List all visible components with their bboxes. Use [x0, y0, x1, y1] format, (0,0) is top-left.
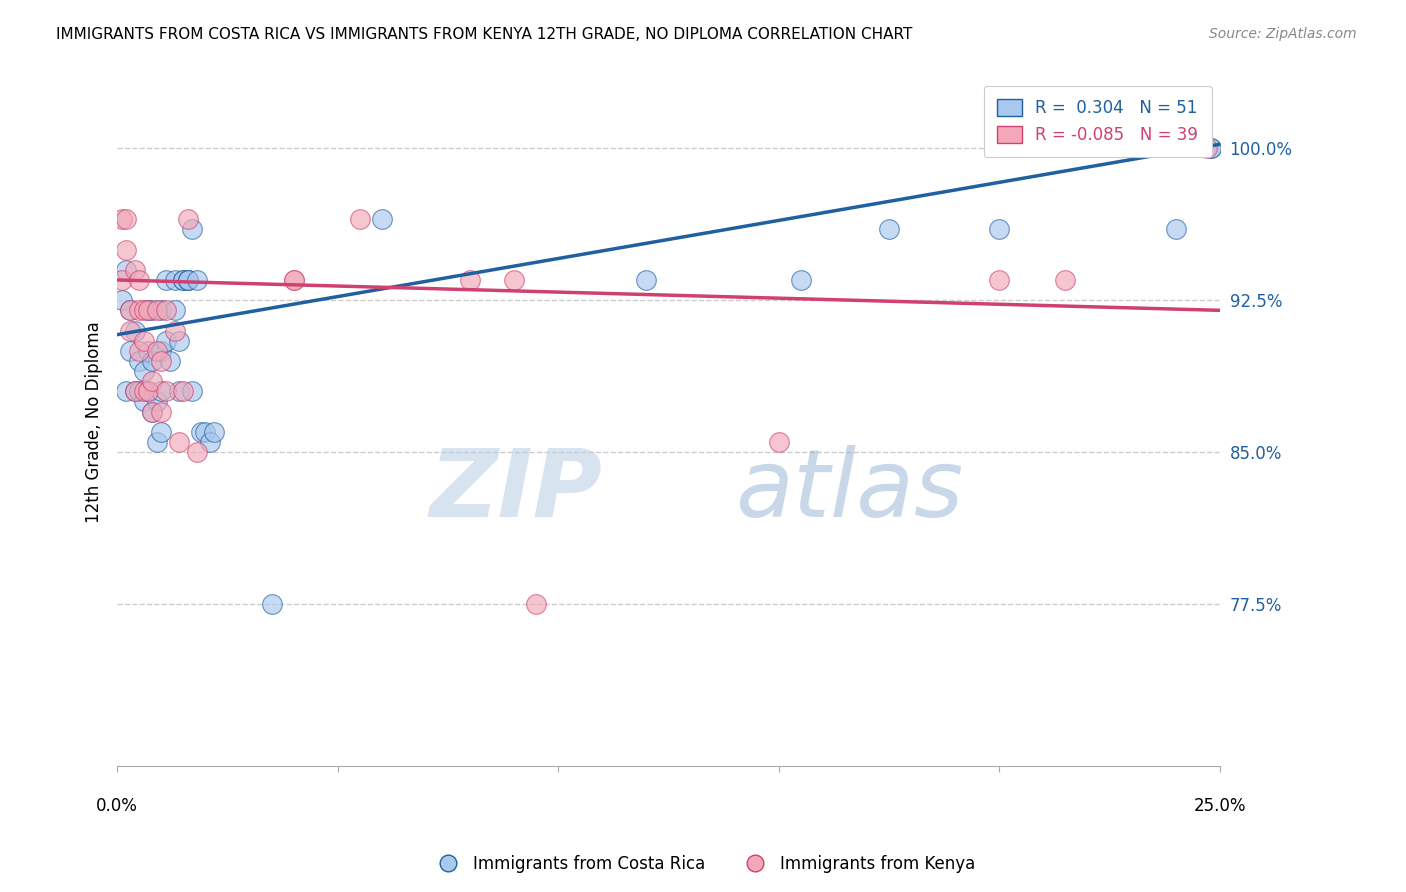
Point: [120, 343, 142, 358]
Point: [172, 384, 194, 399]
Point: [194, 425, 217, 439]
Point: [146, 394, 169, 409]
Point: [124, 384, 146, 399]
Point: [150, 354, 173, 368]
Point: [115, 263, 138, 277]
Point: [150, 303, 173, 318]
Point: [163, 324, 186, 338]
Point: [524, 597, 547, 611]
Point: [124, 384, 146, 399]
Point: [790, 273, 813, 287]
Point: [132, 303, 155, 318]
Point: [1199, 141, 1222, 155]
Point: [110, 212, 132, 227]
Text: 25.0%: 25.0%: [1194, 797, 1246, 814]
Point: [120, 324, 142, 338]
Point: [177, 273, 200, 287]
Text: IMMIGRANTS FROM COSTA RICA VS IMMIGRANTS FROM KENYA 12TH GRADE, NO DIPLOMA CORRE: IMMIGRANTS FROM COSTA RICA VS IMMIGRANTS…: [56, 27, 912, 42]
Point: [172, 273, 194, 287]
Point: [1199, 141, 1222, 155]
Point: [146, 303, 169, 318]
Point: [167, 384, 190, 399]
Y-axis label: 12th Grade, No Diploma: 12th Grade, No Diploma: [86, 321, 103, 523]
Point: [1164, 222, 1187, 236]
Point: [141, 404, 163, 418]
Text: Source: ZipAtlas.com: Source: ZipAtlas.com: [1209, 27, 1357, 41]
Point: [163, 273, 186, 287]
Point: [202, 425, 225, 439]
Point: [371, 212, 394, 227]
Point: [136, 384, 159, 399]
Point: [128, 273, 150, 287]
Point: [181, 222, 204, 236]
Point: [128, 303, 150, 318]
Point: [136, 384, 159, 399]
Point: [120, 303, 142, 318]
Point: [155, 334, 177, 348]
Point: [132, 394, 155, 409]
Point: [115, 243, 138, 257]
Point: [155, 273, 177, 287]
Point: [163, 303, 186, 318]
Point: [136, 303, 159, 318]
Point: [167, 434, 190, 449]
Point: [260, 597, 283, 611]
Point: [349, 212, 371, 227]
Text: 0.0%: 0.0%: [96, 797, 138, 814]
Legend: Immigrants from Costa Rica, Immigrants from Kenya: Immigrants from Costa Rica, Immigrants f…: [425, 848, 981, 880]
Point: [172, 273, 194, 287]
Point: [177, 273, 200, 287]
Point: [141, 404, 163, 418]
Point: [155, 384, 177, 399]
Point: [150, 384, 173, 399]
Point: [128, 384, 150, 399]
Point: [198, 434, 221, 449]
Point: [186, 445, 208, 459]
Point: [636, 273, 658, 287]
Point: [146, 343, 169, 358]
Point: [115, 212, 138, 227]
Point: [190, 425, 212, 439]
Point: [146, 434, 169, 449]
Point: [150, 404, 173, 418]
Point: [877, 222, 900, 236]
Point: [141, 354, 163, 368]
Point: [136, 303, 159, 318]
Point: [177, 273, 200, 287]
Point: [181, 384, 204, 399]
Point: [115, 384, 138, 399]
Point: [150, 343, 173, 358]
Point: [120, 303, 142, 318]
Legend: R =  0.304   N = 51, R = -0.085   N = 39: R = 0.304 N = 51, R = -0.085 N = 39: [984, 86, 1212, 157]
Point: [141, 303, 163, 318]
Text: ZIP: ZIP: [429, 444, 602, 537]
Point: [110, 293, 132, 308]
Text: atlas: atlas: [735, 445, 963, 536]
Point: [186, 273, 208, 287]
Point: [155, 303, 177, 318]
Point: [988, 222, 1011, 236]
Point: [124, 263, 146, 277]
Point: [283, 273, 305, 287]
Point: [503, 273, 526, 287]
Point: [136, 343, 159, 358]
Point: [283, 273, 305, 287]
Point: [458, 273, 481, 287]
Point: [132, 334, 155, 348]
Point: [132, 384, 155, 399]
Point: [141, 374, 163, 388]
Point: [128, 343, 150, 358]
Point: [1054, 273, 1077, 287]
Point: [768, 434, 790, 449]
Point: [124, 324, 146, 338]
Point: [128, 354, 150, 368]
Point: [132, 364, 155, 378]
Point: [150, 425, 173, 439]
Point: [167, 334, 190, 348]
Point: [988, 273, 1011, 287]
Point: [1195, 141, 1218, 155]
Point: [110, 273, 132, 287]
Point: [159, 354, 181, 368]
Point: [177, 212, 200, 227]
